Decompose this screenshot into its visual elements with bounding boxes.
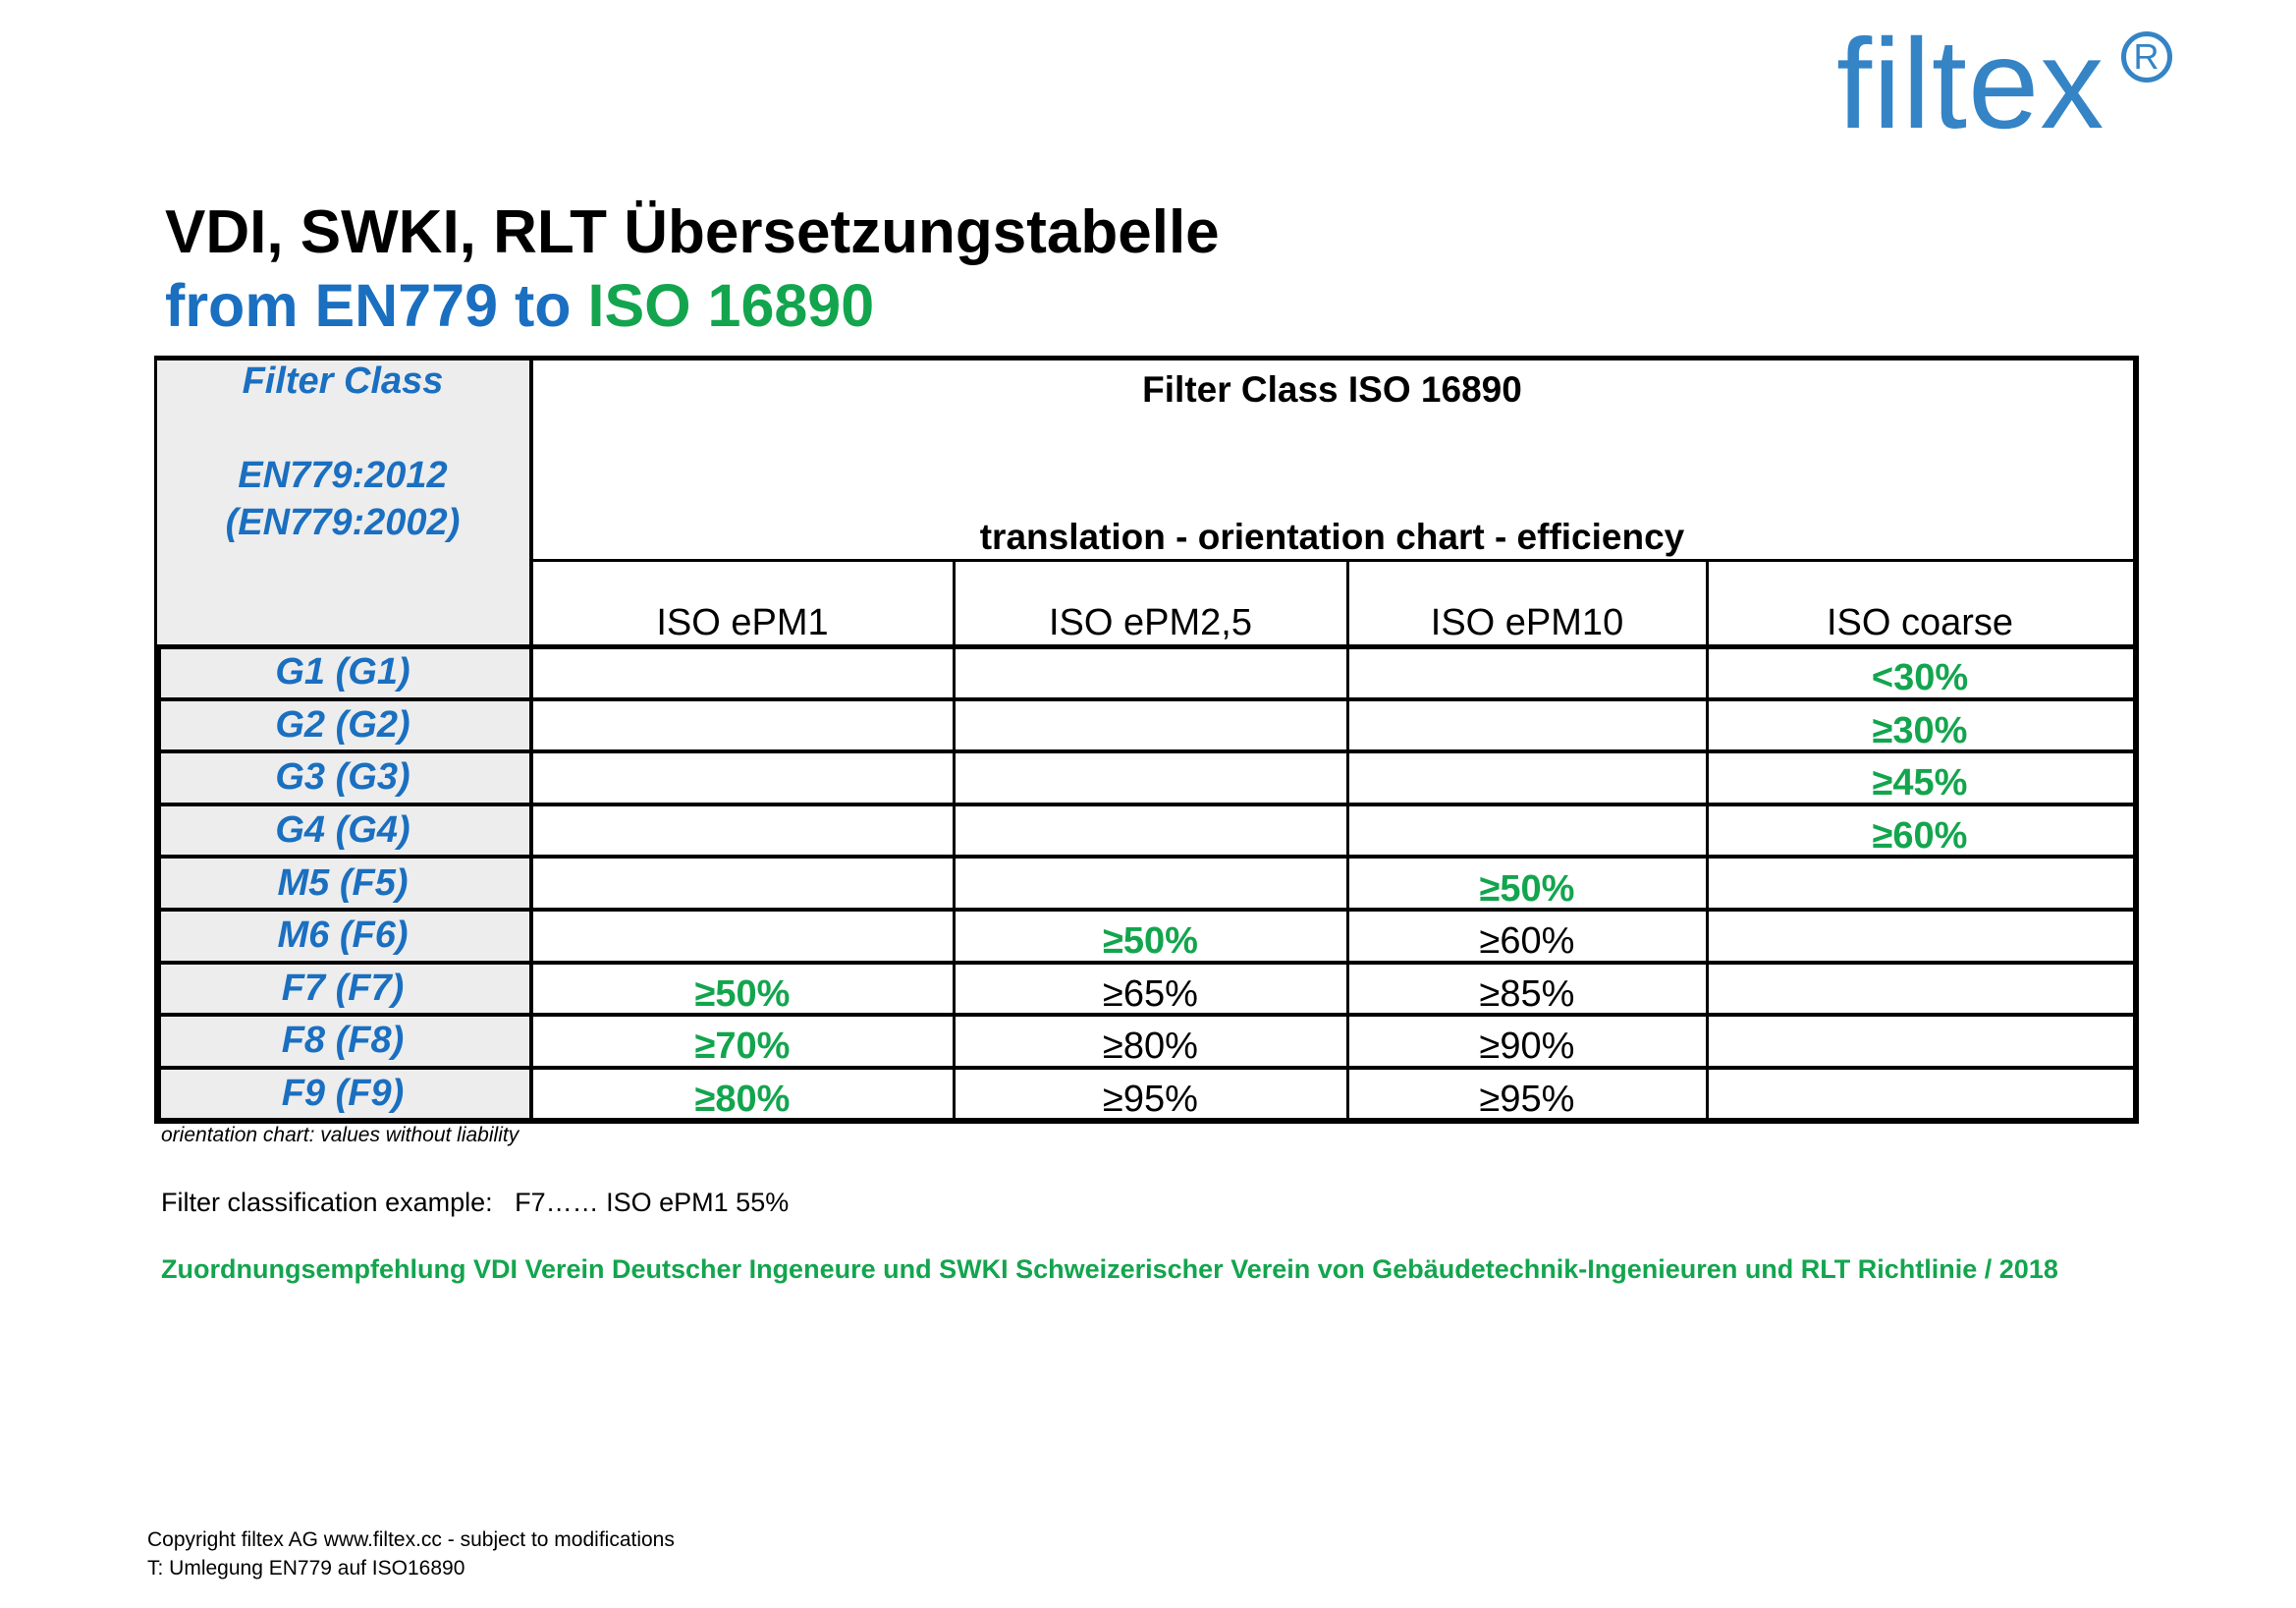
table-cell xyxy=(1347,646,1707,699)
table-cell: ≥50% xyxy=(1479,867,1575,910)
table-cell xyxy=(531,804,954,858)
row-divider xyxy=(154,696,2139,701)
reference-text: T: Umlegung EN779 auf ISO16890 xyxy=(147,1557,465,1580)
header-bottom-border xyxy=(154,644,2139,649)
table-cell xyxy=(531,646,954,699)
table-cell: ≥85% xyxy=(1479,972,1575,1015)
row-divider xyxy=(154,749,2139,754)
row-header-class: F8 (F8) xyxy=(154,1015,531,1068)
row-header-class: F7 (F7) xyxy=(154,962,531,1016)
recommendation-note: Zuordnungsempfehlung VDI Verein Deutsche… xyxy=(161,1254,2058,1284)
table-cell xyxy=(1707,1015,2133,1068)
row-header-class: M6 (F6) xyxy=(154,910,531,963)
row-divider xyxy=(154,1065,2139,1070)
table-cell xyxy=(954,751,1347,804)
row-divider xyxy=(154,855,2139,859)
table-cell: ≥95% xyxy=(1479,1079,1575,1121)
footer: Copyright filtex AG www.filtex.cc - subj… xyxy=(147,1525,675,1582)
table-cell: ≥80% xyxy=(694,1079,791,1121)
row-divider xyxy=(154,960,2139,965)
row-divider xyxy=(154,1013,2139,1018)
page-title: VDI, SWKI, RLT Übersetzungstabelle xyxy=(165,198,1220,266)
table-cell xyxy=(1347,699,1707,752)
table-cell: ≥50% xyxy=(694,972,791,1015)
table-cell xyxy=(1347,804,1707,858)
table-cell: ≥65% xyxy=(1103,972,1198,1015)
table-cell: ≥70% xyxy=(694,1026,791,1068)
filtex-logo: filtex R xyxy=(1836,20,2172,147)
row-divider xyxy=(154,802,2139,806)
table-cell xyxy=(1707,963,2133,1016)
table-cell xyxy=(531,910,954,963)
row-header-class: M5 (F5) xyxy=(154,857,531,910)
column-header-coarse: ISO coarse xyxy=(1826,602,2014,643)
subtitle-from: from EN779 to xyxy=(165,272,588,339)
table-cell: ≥30% xyxy=(1872,709,1968,751)
group-header-subtitle: translation - orientation chart - effici… xyxy=(979,517,1685,557)
table-cell xyxy=(954,804,1347,858)
group-header-cell: Filter Class ISO 16890 translation - ori… xyxy=(531,356,2133,560)
row-header-class: G1 (G1) xyxy=(154,646,531,699)
table-border-bottom xyxy=(154,1118,2139,1124)
row-header-standard: EN779:2012 xyxy=(238,455,448,496)
table-cell: ≥95% xyxy=(1103,1079,1198,1121)
table-cell xyxy=(1707,910,2133,963)
table-cell: ≥90% xyxy=(1479,1026,1575,1068)
row-header-divider xyxy=(529,356,533,1123)
column-header-epm1: ISO ePM1 xyxy=(656,602,829,643)
page-subtitle: from EN779 to ISO 16890 xyxy=(165,269,874,342)
row-header-class: G3 (G3) xyxy=(154,751,531,804)
table-border-left-body xyxy=(154,644,161,1123)
table-border-left-header xyxy=(154,356,157,646)
logo-text: filtex xyxy=(1836,12,2105,155)
disclaimer-note: orientation chart: values without liabil… xyxy=(161,1124,519,1146)
row-divider xyxy=(154,908,2139,912)
table-cell: ≥50% xyxy=(1103,920,1198,963)
row-header-standard-old: (EN779:2002) xyxy=(225,502,461,543)
column-divider xyxy=(1346,562,1349,1123)
table-cell: ≥45% xyxy=(1872,762,1968,804)
column-divider xyxy=(1706,562,1709,1123)
row-header-title: Filter Class xyxy=(242,360,444,402)
column-header-epm10: ISO ePM10 xyxy=(1430,602,1624,643)
table-cell xyxy=(1707,1068,2133,1121)
row-header-title-cell: Filter Class EN779:2012 (EN779:2002) xyxy=(154,356,531,646)
row-header-class: G4 (G4) xyxy=(154,804,531,858)
table-cell: ≥60% xyxy=(1479,920,1575,963)
registered-trademark-icon: R xyxy=(2121,31,2172,83)
table-cell xyxy=(954,857,1347,910)
table-cell: ≥80% xyxy=(1103,1026,1198,1068)
table-cell xyxy=(954,646,1347,699)
classification-example: Filter classification example: F7…… ISO … xyxy=(161,1188,790,1217)
table-cell xyxy=(1707,857,2133,910)
conversion-table: Filter Class EN779:2012 (EN779:2002) Fil… xyxy=(154,356,2139,1124)
copyright-text: Copyright filtex AG www.filtex.cc - subj… xyxy=(147,1528,675,1551)
column-header-epm2-5: ISO ePM2,5 xyxy=(1049,602,1252,643)
table-cell xyxy=(531,751,954,804)
table-border-top xyxy=(154,356,2139,360)
table-cell xyxy=(531,857,954,910)
table-cell: <30% xyxy=(1871,657,1969,699)
table-cell xyxy=(1347,751,1707,804)
table-cell xyxy=(531,699,954,752)
subtitle-iso: ISO 16890 xyxy=(587,272,875,339)
table-cell: ≥60% xyxy=(1872,815,1968,858)
column-divider xyxy=(953,562,956,1123)
table-border-right xyxy=(2133,356,2139,1123)
row-header-class: F9 (F9) xyxy=(154,1067,531,1121)
group-header-title: Filter Class ISO 16890 xyxy=(1142,369,1522,410)
row-header-class: G2 (G2) xyxy=(154,698,531,752)
table-cell xyxy=(954,699,1347,752)
header-subdivider xyxy=(531,559,2133,562)
